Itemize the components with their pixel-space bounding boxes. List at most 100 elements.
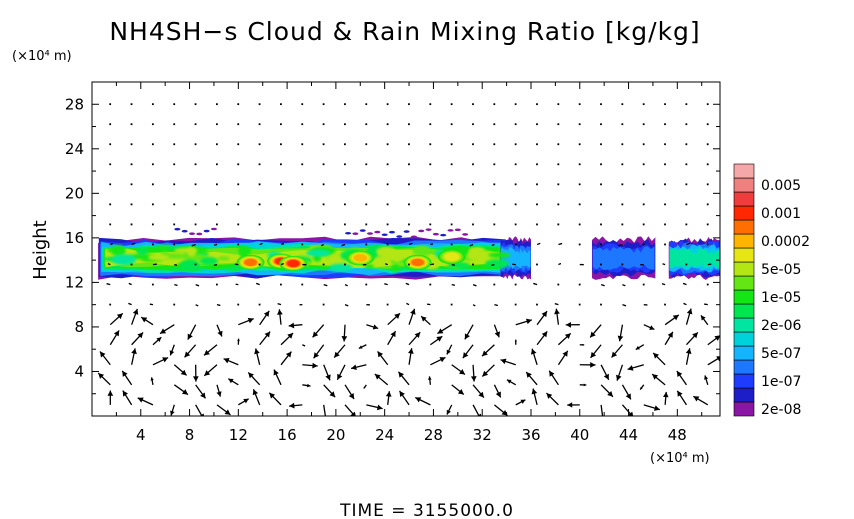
wind-arrow <box>128 302 132 306</box>
wind-arrow <box>557 332 572 346</box>
wind-arrow-dot <box>151 123 154 126</box>
wind-arrow <box>151 103 154 106</box>
wind-arrow <box>578 283 581 286</box>
wind-arrow-dot <box>450 163 453 166</box>
cloud-patch <box>174 247 198 254</box>
wind-arrow <box>344 203 346 206</box>
wind-arrow-head <box>692 332 698 339</box>
wind-arrow <box>322 263 325 266</box>
wind-arrow <box>514 339 517 345</box>
wind-arrow <box>579 343 585 346</box>
wind-arrow-head <box>372 324 379 330</box>
wind-arrow-head <box>187 333 193 340</box>
wind-arrow <box>301 243 304 246</box>
wind-arrow-head <box>415 397 422 403</box>
wind-arrow-dot <box>344 123 346 126</box>
wind-arrow <box>652 352 666 366</box>
wind-arrow <box>258 103 261 106</box>
wind-arrow-dot <box>664 123 666 126</box>
wind-arrow <box>622 284 626 287</box>
wind-arrow-dot <box>578 163 581 166</box>
wind-arrow-head <box>169 350 175 356</box>
cloud-fringe <box>418 229 425 233</box>
wind-arrow <box>536 163 538 166</box>
wind-arrow <box>344 263 346 266</box>
wind-arrow-head <box>116 313 123 320</box>
wind-arrow <box>386 103 389 106</box>
wind-arrow-head <box>285 351 292 358</box>
colorbar-swatch <box>733 401 755 417</box>
wind-arrow-dot <box>408 103 410 106</box>
wind-arrow-head <box>603 373 609 380</box>
wind-arrow-dot <box>429 283 432 286</box>
x-tick-label: 36 <box>521 426 540 444</box>
wind-arrow-dot <box>194 263 197 266</box>
wind-arrow <box>600 263 602 266</box>
wind-arrow-dot <box>194 223 197 226</box>
wind-arrow <box>450 103 453 106</box>
wind-arrow-head <box>459 369 465 375</box>
wind-arrow <box>514 123 517 126</box>
wind-arrow-dot <box>258 143 261 146</box>
wind-arrow-dot <box>280 223 282 226</box>
wind-arrow-head <box>446 349 451 355</box>
wind-arrow <box>557 350 569 366</box>
wind-arrow <box>323 404 329 416</box>
wind-arrow <box>700 314 709 326</box>
wind-arrow <box>578 223 581 226</box>
wind-arrow-dot <box>109 183 112 186</box>
wind-arrow <box>491 243 495 246</box>
wind-arrow-head <box>667 331 673 338</box>
wind-arrow-dot <box>280 283 282 286</box>
wind-arrow <box>237 123 240 126</box>
wind-arrow <box>446 344 453 355</box>
wind-arrow-head <box>462 352 469 359</box>
wind-arrow <box>350 364 367 371</box>
wind-arrow <box>651 373 666 386</box>
wind-arrow <box>685 223 688 226</box>
wind-arrow-dot <box>258 263 261 266</box>
wind-arrow <box>706 163 709 166</box>
wind-arrow-head <box>399 391 405 397</box>
cloud-fringe <box>403 230 410 233</box>
wind-arrow-dot <box>621 103 624 106</box>
wind-arrow-shaft <box>195 404 203 416</box>
y-tick-label: 20 <box>65 184 84 202</box>
wind-arrow-head <box>162 357 169 363</box>
wind-arrow <box>642 163 645 166</box>
wind-arrow <box>341 243 346 247</box>
wind-arrow-head <box>506 379 512 384</box>
colorbar-swatch <box>733 177 755 193</box>
wind-arrow <box>578 183 581 186</box>
wind-arrow-head <box>312 362 318 369</box>
wind-arrow <box>621 203 624 206</box>
wind-arrow-head <box>141 317 148 323</box>
wind-arrow-head <box>603 284 605 287</box>
wind-arrow <box>365 223 368 226</box>
wind-arrow <box>642 243 645 246</box>
wind-arrow-dot <box>301 283 304 286</box>
wind-arrow-head <box>672 314 679 321</box>
wind-arrow <box>530 348 538 365</box>
wind-arrow-dot <box>365 203 368 206</box>
wind-arrow-dot <box>322 223 325 226</box>
wind-arrow <box>152 263 157 266</box>
wind-arrow <box>258 183 261 186</box>
wind-arrow <box>578 243 581 246</box>
cloud-fringe <box>447 229 454 232</box>
wind-arrow-dot <box>642 143 645 146</box>
wind-arrow <box>685 331 699 346</box>
wind-arrow <box>514 183 517 186</box>
wind-arrow <box>344 284 348 287</box>
wind-arrow-head <box>685 348 692 355</box>
wind-arrow-dot <box>472 163 474 166</box>
wind-arrow-head <box>427 303 429 306</box>
wind-arrow-head <box>653 405 660 411</box>
wind-arrow <box>109 203 112 206</box>
wind-arrow-dot <box>301 123 304 126</box>
plot-frame <box>91 81 721 417</box>
wind-arrow-dot <box>301 223 304 226</box>
wind-arrow-dot <box>685 123 688 126</box>
wind-arrow-head <box>491 244 493 246</box>
wind-arrow-shaft <box>600 404 604 416</box>
